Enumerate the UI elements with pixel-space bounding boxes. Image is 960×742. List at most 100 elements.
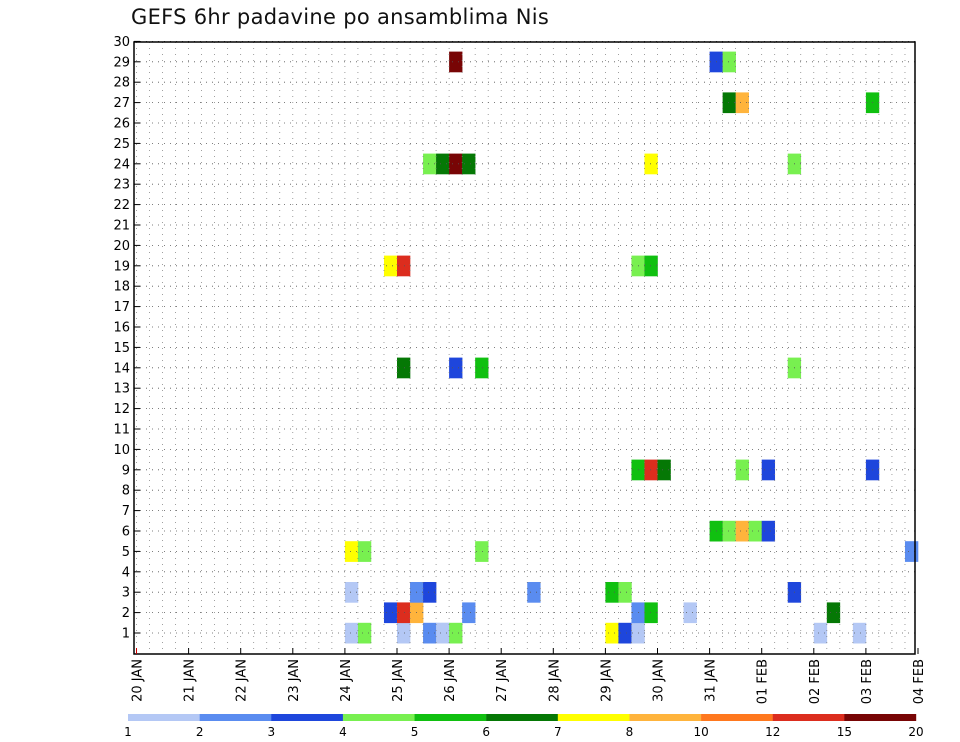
heatmap-cell	[761, 520, 776, 542]
heatmap-cell	[644, 602, 658, 624]
x-tick-label: 04 FEB	[912, 659, 927, 704]
heatmap-cell	[462, 602, 476, 624]
colorbar-label: 8	[626, 725, 634, 739]
colorbar: 1 2 3 4 5 6 7 8 10 12 15 20	[124, 714, 924, 739]
y-tick-label: 1	[122, 627, 130, 642]
heatmap-cell	[735, 459, 749, 481]
y-tick-label: 7	[122, 504, 130, 519]
heatmap-cell	[397, 255, 411, 277]
heatmap-cell	[475, 541, 489, 562]
heatmap-cell	[605, 622, 619, 644]
y-tick-label: 18	[113, 280, 130, 295]
heatmap-cell	[683, 602, 697, 624]
colorbar-label: 15	[837, 725, 852, 739]
heatmap-cell	[344, 541, 359, 562]
heatmap-cell	[357, 622, 372, 644]
colorbar-swatch	[414, 714, 487, 721]
x-tick-label: 03 FEB	[860, 659, 875, 704]
y-tick-label: 15	[113, 341, 130, 356]
x-tick-label: 28 JAN	[547, 659, 562, 702]
colorbar-swatch	[844, 714, 917, 721]
colorbar-swatch	[772, 714, 845, 721]
heatmap-cell	[436, 622, 450, 644]
heatmap-cell	[722, 92, 736, 114]
heatmap-cell	[644, 153, 658, 175]
y-tick-label: 28	[113, 76, 130, 91]
y-tick-label: 26	[113, 117, 130, 132]
x-axis: 20 JAN 21 JAN 22 JAN 23 JAN 24 JAN 25 JAN 26 J…	[131, 648, 927, 704]
chart-title: GEFS 6hr padavine po ansamblima Nis	[131, 5, 550, 29]
colorbar-label: 12	[765, 725, 780, 739]
colorbar-label: 7	[554, 725, 562, 739]
y-tick-label: 10	[113, 443, 130, 458]
grid-lines	[134, 41, 915, 654]
y-tick-label: 19	[113, 259, 130, 274]
heatmap-cell	[449, 51, 463, 73]
colorbar-label: 5	[411, 725, 419, 739]
x-tick-label: 02 FEB	[808, 659, 823, 704]
heatmap-cell	[722, 51, 736, 73]
y-tick-label: 16	[113, 321, 130, 336]
y-tick-label: 20	[113, 239, 130, 254]
x-tick-label: 23 JAN	[287, 659, 302, 702]
y-tick-label: 23	[113, 178, 130, 193]
y-tick-label: 6	[122, 525, 130, 540]
y-tick-label: 13	[113, 382, 130, 397]
heatmap-cell	[397, 622, 411, 644]
y-tick-label: 30	[113, 35, 130, 50]
colorbar-swatch	[557, 714, 630, 721]
heatmap-cell	[605, 582, 619, 603]
y-tick-label: 8	[122, 484, 130, 499]
x-tick-label: 27 JAN	[495, 659, 510, 702]
y-tick-label: 17	[113, 300, 130, 315]
x-tick-label: 24 JAN	[339, 659, 354, 702]
colorbar-swatch	[342, 714, 415, 721]
colorbar-label: 4	[339, 725, 347, 739]
y-tick-label: 11	[113, 423, 130, 438]
heatmap-cell	[618, 582, 632, 603]
y-tick-label: 4	[122, 565, 130, 580]
colorbar-label: 20	[908, 725, 923, 739]
heatmap-cell	[397, 602, 411, 624]
y-tick-label: 12	[113, 402, 130, 417]
x-tick-label: 30 JAN	[652, 659, 667, 702]
heatmap-cells	[344, 51, 919, 644]
y-tick-label: 2	[122, 606, 130, 621]
y-tick-label: 3	[122, 586, 130, 601]
heatmap-cell	[449, 622, 463, 644]
heatmap-cell	[722, 520, 736, 542]
y-tick-label: 22	[113, 198, 130, 213]
x-tick-label: 22 JAN	[235, 659, 250, 702]
y-tick-label: 9	[122, 463, 130, 478]
x-tick-label: 20 JAN	[131, 659, 146, 702]
heatmap-cell	[423, 153, 437, 175]
colorbar-label: 3	[267, 725, 275, 739]
heatmap-cell	[383, 255, 398, 277]
heatmap-cell	[449, 153, 463, 175]
heatmap-cell	[644, 459, 658, 481]
x-tick-label: 31 JAN	[704, 659, 719, 702]
colorbar-label: 10	[693, 725, 708, 739]
heatmap-cell	[344, 622, 359, 644]
heatmap-cell	[735, 92, 749, 114]
heatmap-cell	[852, 622, 867, 644]
heatmap-cell	[904, 541, 919, 562]
y-tick-label: 24	[113, 157, 130, 172]
colorbar-swatch	[271, 714, 344, 721]
x-tick-label: 25 JAN	[391, 659, 406, 702]
plot-frame	[133, 41, 916, 655]
x-tick-label: 26 JAN	[443, 659, 458, 702]
y-tick-label: 27	[113, 96, 130, 111]
heatmap-cell	[813, 622, 828, 644]
heatmap-cell	[423, 582, 437, 603]
heatmap-cell	[357, 541, 372, 562]
colorbar-swatch	[486, 714, 559, 721]
x-tick-label: 21 JAN	[183, 659, 198, 702]
y-axis: 1234567891011121314151617181920212223242…	[113, 35, 140, 642]
heatmap-cell	[657, 459, 671, 481]
x-tick-label: 01 FEB	[756, 659, 771, 704]
heatmap-cell	[462, 153, 476, 175]
y-tick-label: 21	[113, 219, 130, 234]
heatmap-cell	[344, 582, 359, 603]
heatmap-cell	[761, 459, 776, 481]
